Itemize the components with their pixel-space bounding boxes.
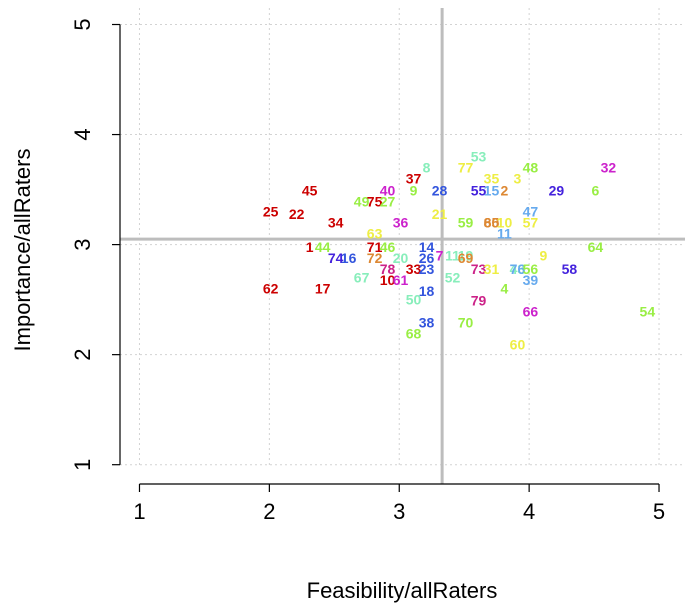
point-label: 73: [471, 261, 487, 277]
point-label: 43: [510, 261, 526, 277]
point-label: 27: [380, 194, 396, 210]
point-label: 48: [523, 160, 539, 176]
point-label: 38: [419, 315, 435, 331]
point-label: 17: [315, 281, 331, 297]
point-label: 9: [410, 183, 418, 199]
point-label: 80: [484, 215, 500, 231]
y-tick-label: 3: [70, 238, 95, 250]
y-tick-label: 4: [70, 128, 95, 140]
x-axis-title: Feasibility/allRaters: [307, 578, 498, 603]
point-label: 16: [341, 250, 357, 266]
point-label: 53: [471, 149, 487, 165]
point-label: 64: [588, 239, 604, 255]
point-label: 56: [523, 261, 539, 277]
point-label: 71: [367, 239, 383, 255]
point-label: 20: [393, 250, 409, 266]
point-label: 52: [445, 270, 461, 286]
point-label: 8: [423, 160, 431, 176]
x-tick-label: 5: [653, 499, 665, 524]
point-label: 75: [367, 194, 383, 210]
point-label: 36: [393, 215, 409, 231]
point-label: 14: [419, 239, 435, 255]
point-label: 3: [514, 171, 522, 187]
point-label: 69: [458, 250, 474, 266]
point-label: 10: [380, 272, 396, 288]
point-label: 60: [510, 337, 526, 353]
point-label: 68: [406, 326, 422, 342]
point-label: 33: [406, 261, 422, 277]
point-label: 78: [380, 261, 396, 277]
point-label: 72: [367, 250, 383, 266]
point-label: 55: [471, 183, 487, 199]
point-label: 40: [380, 183, 396, 199]
point-label: 54: [640, 304, 656, 320]
point-label: 4: [501, 281, 509, 297]
point-label: 7: [436, 248, 444, 264]
point-label: 58: [562, 261, 578, 277]
point-label: 66: [523, 304, 539, 320]
point-label: 44: [315, 239, 331, 255]
point-label: 34: [328, 215, 344, 231]
point-label: 45: [302, 183, 318, 199]
point-label: 19: [458, 248, 474, 264]
point-label: 23: [419, 261, 435, 277]
point-label: 26: [419, 250, 435, 266]
x-tick-label: 1: [133, 499, 145, 524]
point-label: 11: [497, 226, 512, 242]
point-label: 59: [458, 215, 474, 231]
point-label: 37: [406, 171, 422, 187]
point-label: 65: [484, 215, 500, 231]
point-label: 15: [484, 183, 500, 199]
point-label: 35: [484, 171, 500, 187]
point-label: 62: [263, 281, 279, 297]
x-tick-label: 4: [523, 499, 535, 524]
point-label: 11: [445, 248, 460, 264]
x-tick-label: 2: [263, 499, 275, 524]
point-label: 67: [354, 270, 370, 286]
point-label: 6: [591, 183, 599, 199]
point-label: 57: [523, 215, 539, 231]
point-label: 39: [523, 272, 539, 288]
reference-lines: [120, 8, 685, 484]
point-label: 25: [263, 204, 279, 220]
point-label: 31: [484, 261, 500, 277]
point-label: 9: [540, 248, 548, 264]
y-tick-label: 2: [70, 349, 95, 361]
point-label: 76: [510, 261, 526, 277]
point-label: 46: [380, 239, 396, 255]
y-tick-label: 1: [70, 459, 95, 471]
point-label: 47: [523, 204, 539, 220]
point-label: 49: [354, 194, 370, 210]
point-label: 2: [501, 183, 509, 199]
point-label: 32: [601, 160, 617, 176]
point-label: 77: [458, 160, 474, 176]
point-label: 74: [328, 250, 344, 266]
y-tick-label: 5: [70, 18, 95, 30]
point-label: 18: [419, 283, 435, 299]
point-label: 21: [432, 206, 448, 222]
point-label: 70: [458, 315, 474, 331]
point-label: 28: [432, 183, 448, 199]
point-label: 61: [393, 272, 409, 288]
x-tick-label: 3: [393, 499, 405, 524]
point-label: 22: [289, 206, 305, 222]
point-label: 10: [497, 215, 513, 231]
point-label: 79: [471, 293, 487, 309]
point-label: 63: [367, 226, 383, 242]
point-label: 1: [306, 239, 314, 255]
point-label: 29: [549, 183, 565, 199]
point-label: 50: [406, 292, 422, 308]
y-axis-title: Importance/allRaters: [10, 149, 35, 352]
